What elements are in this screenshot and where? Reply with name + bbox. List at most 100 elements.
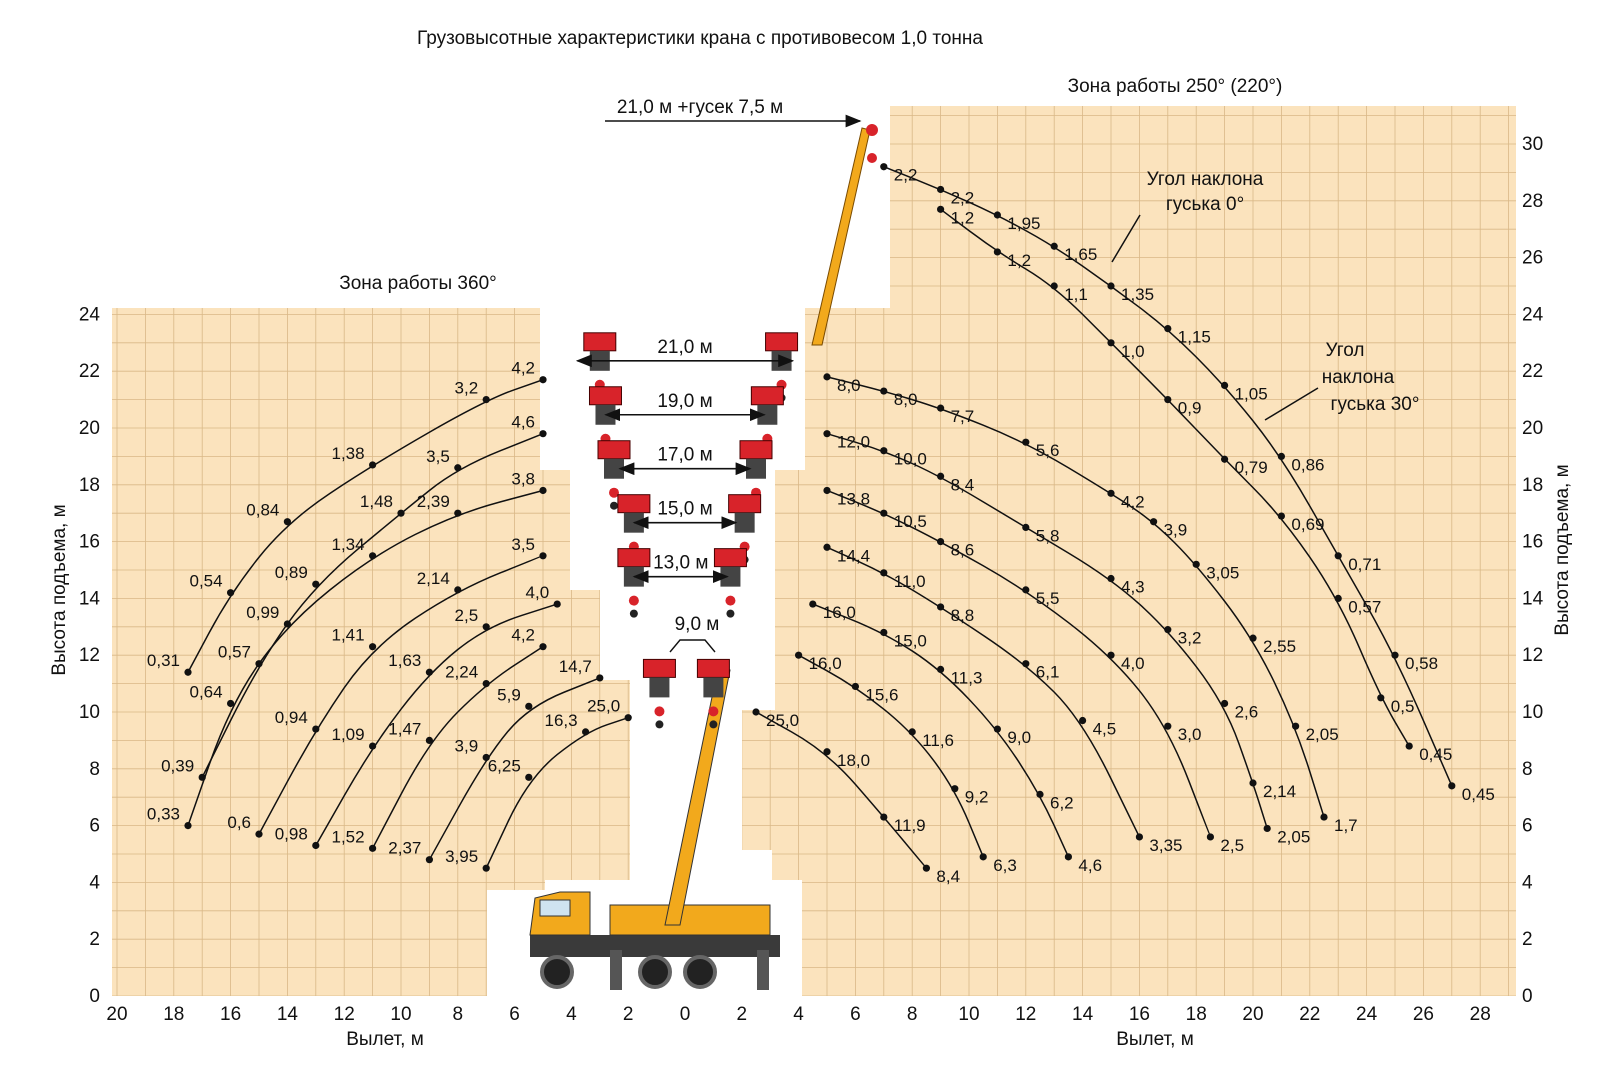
data-point <box>795 651 803 659</box>
data-point <box>979 853 987 861</box>
series: 0,31 0,54 0,84 1,38 3,2 4,2 8,0 8,0 7,7 5,6 4,2 3,9… <box>147 163 1495 886</box>
x-tick-label: 22 <box>1299 1004 1320 1025</box>
series-curve: 1,2 1,2 1,1 1,0 0,9 0,79 0,69 0,57 0,5 0,45 <box>937 205 1452 764</box>
data-label: 11,9 <box>894 816 926 835</box>
data-point <box>255 830 263 838</box>
data-label: 5,5 <box>1036 589 1060 608</box>
data-point <box>823 430 831 438</box>
data-point <box>823 543 831 551</box>
boom-head-block <box>696 658 730 678</box>
data-point <box>539 552 547 560</box>
data-label: 10,0 <box>894 450 927 469</box>
series-curve: 0,98 1,09 1,63 2,5 4,0 16,0 15,0 11,3 9,0 6,2 4,6 <box>275 583 1102 875</box>
boom-head-sheave <box>649 677 670 698</box>
data-label: 16,0 <box>809 654 842 673</box>
data-point <box>1249 634 1257 642</box>
series-line <box>201 432 544 778</box>
x-tick-label: 8 <box>453 1004 464 1025</box>
data-point <box>397 509 405 517</box>
data-point <box>227 589 235 597</box>
data-label: 1,2 <box>951 208 975 227</box>
data-label: 0,58 <box>1405 654 1438 673</box>
hook <box>725 595 736 606</box>
boom-head <box>713 548 747 618</box>
data-label: 1,63 <box>388 651 421 670</box>
data-point <box>369 461 377 469</box>
jib0-line1: Угол наклона <box>1147 169 1264 190</box>
y-tick-label-left: 10 <box>79 702 100 723</box>
hook-end <box>655 720 664 729</box>
x-tick-label: 10 <box>390 1004 411 1025</box>
data-label: 3,0 <box>1178 725 1202 744</box>
series-curve: 0,33 0,64 0,99 1,34 2,39 3,8 13,8 10,5 8,6 5,5 4,0… <box>147 469 1244 854</box>
y-tick-label-right: 18 <box>1522 475 1543 496</box>
y-tick-label-left: 18 <box>79 475 100 496</box>
x-tick-label: 2 <box>737 1004 748 1025</box>
data-point <box>1249 779 1257 787</box>
data-point <box>880 387 888 395</box>
jib0-leader <box>1111 214 1141 263</box>
data-point <box>482 753 490 762</box>
hook <box>708 706 719 717</box>
data-point <box>851 682 860 691</box>
data-label: 4,6 <box>1078 856 1102 875</box>
data-point <box>624 714 632 722</box>
data-label: 1,09 <box>332 725 365 744</box>
boom-head <box>642 658 676 729</box>
data-label: 4,5 <box>1093 720 1117 739</box>
data-label: 25,0 <box>766 711 799 730</box>
series-curve: 0,31 0,54 0,84 1,38 3,2 4,2 8,0 8,0 7,7 5,6 4,2 3,9… <box>147 359 1358 835</box>
data-label: 0,98 <box>275 824 308 843</box>
x-tick-label: 20 <box>1242 1004 1263 1025</box>
data-label: 1,05 <box>1235 384 1268 403</box>
data-point <box>482 623 490 631</box>
data-label: 2,37 <box>388 839 421 858</box>
data-point <box>937 205 945 213</box>
series-line <box>826 432 1268 829</box>
x-tick-label: 18 <box>1186 1004 1207 1025</box>
data-label: 6,25 <box>488 756 521 775</box>
data-label: 4,2 <box>1121 492 1145 511</box>
data-label: 8,4 <box>936 867 960 886</box>
data-label: 9,0 <box>1007 728 1031 747</box>
data-point <box>283 518 291 526</box>
data-point <box>993 725 1002 733</box>
hook-end <box>726 609 735 618</box>
data-label: 2,39 <box>417 492 450 511</box>
boom-head-block <box>713 548 747 568</box>
data-point <box>937 404 945 412</box>
data-point <box>823 486 831 495</box>
data-label: 0,54 <box>190 572 223 591</box>
crane-superstructure <box>609 904 771 936</box>
data-label: 2,55 <box>1263 637 1296 656</box>
data-point <box>937 185 945 194</box>
data-point <box>1064 853 1072 861</box>
data-label: 4,0 <box>1121 654 1145 673</box>
data-point <box>993 211 1002 219</box>
y-tick-label-left: 22 <box>79 361 100 382</box>
data-label: 1,0 <box>1121 342 1145 361</box>
x-tick-label: 6 <box>850 1004 861 1025</box>
boom-head-block <box>597 440 631 460</box>
data-point <box>1277 452 1285 460</box>
truck-window <box>539 899 571 917</box>
zone-left-label: Зона работы 360° <box>339 273 496 294</box>
data-label: 0,89 <box>275 563 308 582</box>
data-label: 6,2 <box>1050 793 1074 812</box>
data-point <box>937 538 945 546</box>
x-tick-label: 12 <box>1015 1004 1036 1025</box>
data-point <box>880 509 888 517</box>
data-point <box>227 699 235 708</box>
series-line <box>940 208 1410 747</box>
truck-wheel <box>638 955 672 989</box>
data-label: 1,15 <box>1178 328 1211 347</box>
data-point <box>1107 282 1115 290</box>
data-point <box>1377 694 1385 702</box>
boom-arrow-line <box>669 639 716 653</box>
data-label: 0,57 <box>1348 597 1381 616</box>
series-curve: 1,52 1,47 2,24 4,2 16,0 15,6 11,6 9,2 6,3 <box>332 626 1017 875</box>
data-label: 0,79 <box>1235 458 1268 477</box>
data-point <box>1206 833 1214 841</box>
x-tick-label: 16 <box>220 1004 241 1025</box>
data-label: 3,2 <box>1178 629 1202 648</box>
